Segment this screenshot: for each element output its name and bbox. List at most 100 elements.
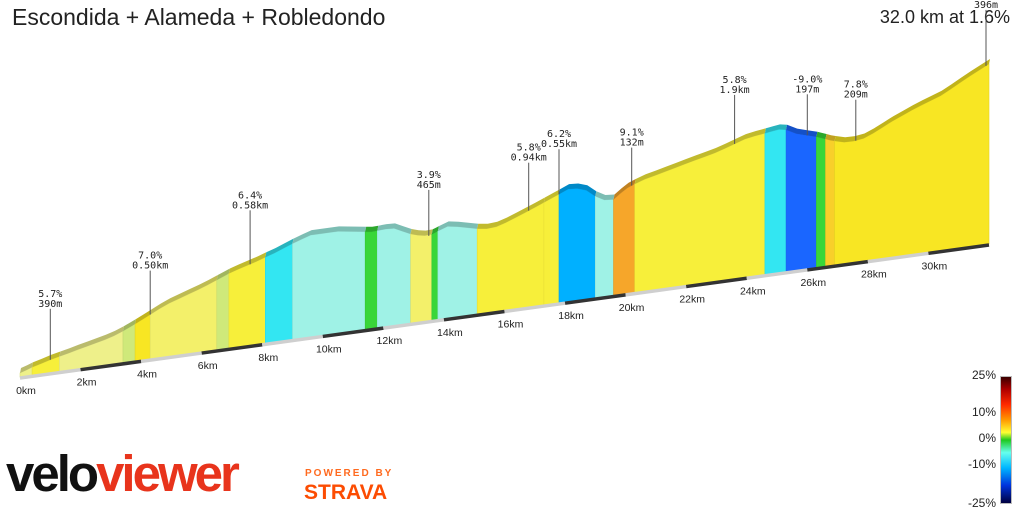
profile-segment-14 xyxy=(437,226,478,320)
powered-by-label: POWERED BY xyxy=(305,468,394,479)
profile-segment-11 xyxy=(376,228,411,329)
profile-segment-top-2 xyxy=(59,326,124,357)
annotation-length: 1.9km xyxy=(720,85,750,96)
profile-segment-top-6 xyxy=(216,268,230,280)
x-tick-label: 0km xyxy=(16,385,36,397)
profile-segment-top-14 xyxy=(437,221,479,232)
climb-annotation: 3.9%465m xyxy=(417,170,441,236)
legend-label-minus-10: -10% xyxy=(967,457,996,471)
climb-annotation: -9.0%197m xyxy=(792,74,822,136)
x-tick-label: 30km xyxy=(922,260,948,272)
x-tick-label: 28km xyxy=(861,269,887,281)
profile-segment-21 xyxy=(764,129,787,276)
legend-label-min: -25% xyxy=(967,496,996,510)
profile-segment-17 xyxy=(558,188,596,304)
profile-segment-top-5 xyxy=(150,275,218,315)
legend-label-10: 10% xyxy=(971,405,996,419)
annotation-gradient: 9.1% xyxy=(620,128,644,139)
axis-band-28 xyxy=(867,251,929,264)
x-tick-label: 2km xyxy=(77,377,97,389)
x-tick-label: 18km xyxy=(558,310,584,322)
annotation-gradient: 3.9% xyxy=(417,170,441,181)
profile-segment-top-19 xyxy=(613,179,636,200)
annotation-gradient: 5.8% xyxy=(517,143,541,154)
axis-band-12 xyxy=(383,318,445,330)
route-summary: 32.0 km at 1.6% xyxy=(879,7,1010,27)
profile-segment-top-15 xyxy=(477,197,545,229)
x-tick-label: 14km xyxy=(437,327,463,339)
annotation-gradient: 5.7% xyxy=(38,289,62,300)
axis-band-10 xyxy=(322,326,384,339)
profile-segment-top-8 xyxy=(265,238,294,258)
profile-segment-top-17 xyxy=(559,183,597,197)
x-tick-label: 6km xyxy=(198,360,218,372)
axis-band-16 xyxy=(504,301,566,314)
annotation-length: 390m xyxy=(38,299,62,310)
x-tick-label: 20km xyxy=(619,302,645,314)
profile-segment-23 xyxy=(816,136,826,269)
climb-annotation: 9.1%132m xyxy=(620,128,644,186)
axis-band-22 xyxy=(685,276,747,289)
page-title: Escondida + Alameda + Robledondo xyxy=(12,4,386,30)
profile-segment-24 xyxy=(825,138,835,267)
annotation-length: 0.55km xyxy=(541,139,577,150)
annotation-length: 465m xyxy=(417,180,441,191)
profile-segment-8 xyxy=(264,243,293,344)
axis-band-8 xyxy=(262,334,324,347)
annotation-gradient: 5.8% xyxy=(723,75,747,86)
climb-annotation: 6.4%0.58km xyxy=(232,190,268,265)
axis-band-20 xyxy=(625,284,687,297)
profile-segment-top-23 xyxy=(816,131,827,139)
climb-annotation: 6.2%0.55km xyxy=(541,129,577,195)
climb-annotation: 7.2%396m xyxy=(974,0,998,66)
axis-band-0 xyxy=(19,367,81,380)
axis-band-6 xyxy=(201,343,263,355)
x-tick-label: 10km xyxy=(316,343,342,355)
profile-segment-13 xyxy=(431,230,439,321)
profile-segment-6 xyxy=(216,272,230,351)
profile-segment-top-13 xyxy=(431,226,439,235)
axis-band-14 xyxy=(443,309,505,322)
climb-annotation: 5.7%390m xyxy=(38,289,62,360)
profile-segment-5 xyxy=(149,279,218,360)
legend-label-max: 25% xyxy=(971,368,996,382)
axis-band-26 xyxy=(807,259,869,272)
axis-band-2 xyxy=(80,359,142,372)
profile-segment-top-9 xyxy=(292,226,367,244)
annotation-gradient: 6.2% xyxy=(547,129,571,140)
strava-logo: STRAVA xyxy=(304,481,388,504)
profile-segment-top-0 xyxy=(20,362,34,373)
profile-segment-top-7 xyxy=(228,252,267,274)
annotation-length: 197m xyxy=(795,84,819,95)
x-tick-label: 4km xyxy=(137,368,157,380)
profile-segment-top-10 xyxy=(365,225,379,232)
x-tick-label: 26km xyxy=(800,277,826,289)
profile-segment-top-24 xyxy=(825,134,836,141)
profile-segment-top-4 xyxy=(135,309,152,324)
gradient-color-scale xyxy=(1000,376,1012,504)
x-tick-label: 16km xyxy=(498,319,524,331)
profile-segment-9 xyxy=(292,231,366,340)
annotation-length: 0.58km xyxy=(232,200,268,211)
profile-segment-top-12 xyxy=(410,229,433,236)
veloviewer-logo: veloviewer xyxy=(6,445,240,502)
annotation-gradient: 7.2% xyxy=(974,0,998,1)
annotation-length: 396m xyxy=(974,0,998,11)
profile-segment-top-21 xyxy=(764,124,788,134)
climb-annotation: 7.0%0.50km xyxy=(132,251,168,315)
profile-segment-top-11 xyxy=(377,223,412,234)
axis-band-30 xyxy=(928,243,990,256)
x-tick-label: 12km xyxy=(377,335,403,347)
annotation-gradient: 7.8% xyxy=(844,80,868,91)
profile-segment-22 xyxy=(785,129,817,273)
annotation-gradient: -9.0% xyxy=(792,74,822,85)
climb-annotation: 7.8%209m xyxy=(844,80,868,141)
annotation-length: 0.94km xyxy=(511,153,547,164)
legend-label-0: 0% xyxy=(978,431,996,445)
climb-annotation: 5.8%1.9km xyxy=(720,75,750,144)
profile-segment-top-18 xyxy=(595,191,615,200)
axis-band-4 xyxy=(140,351,202,364)
annotation-length: 0.50km xyxy=(132,261,168,272)
profile-segment-top-3 xyxy=(123,319,137,332)
